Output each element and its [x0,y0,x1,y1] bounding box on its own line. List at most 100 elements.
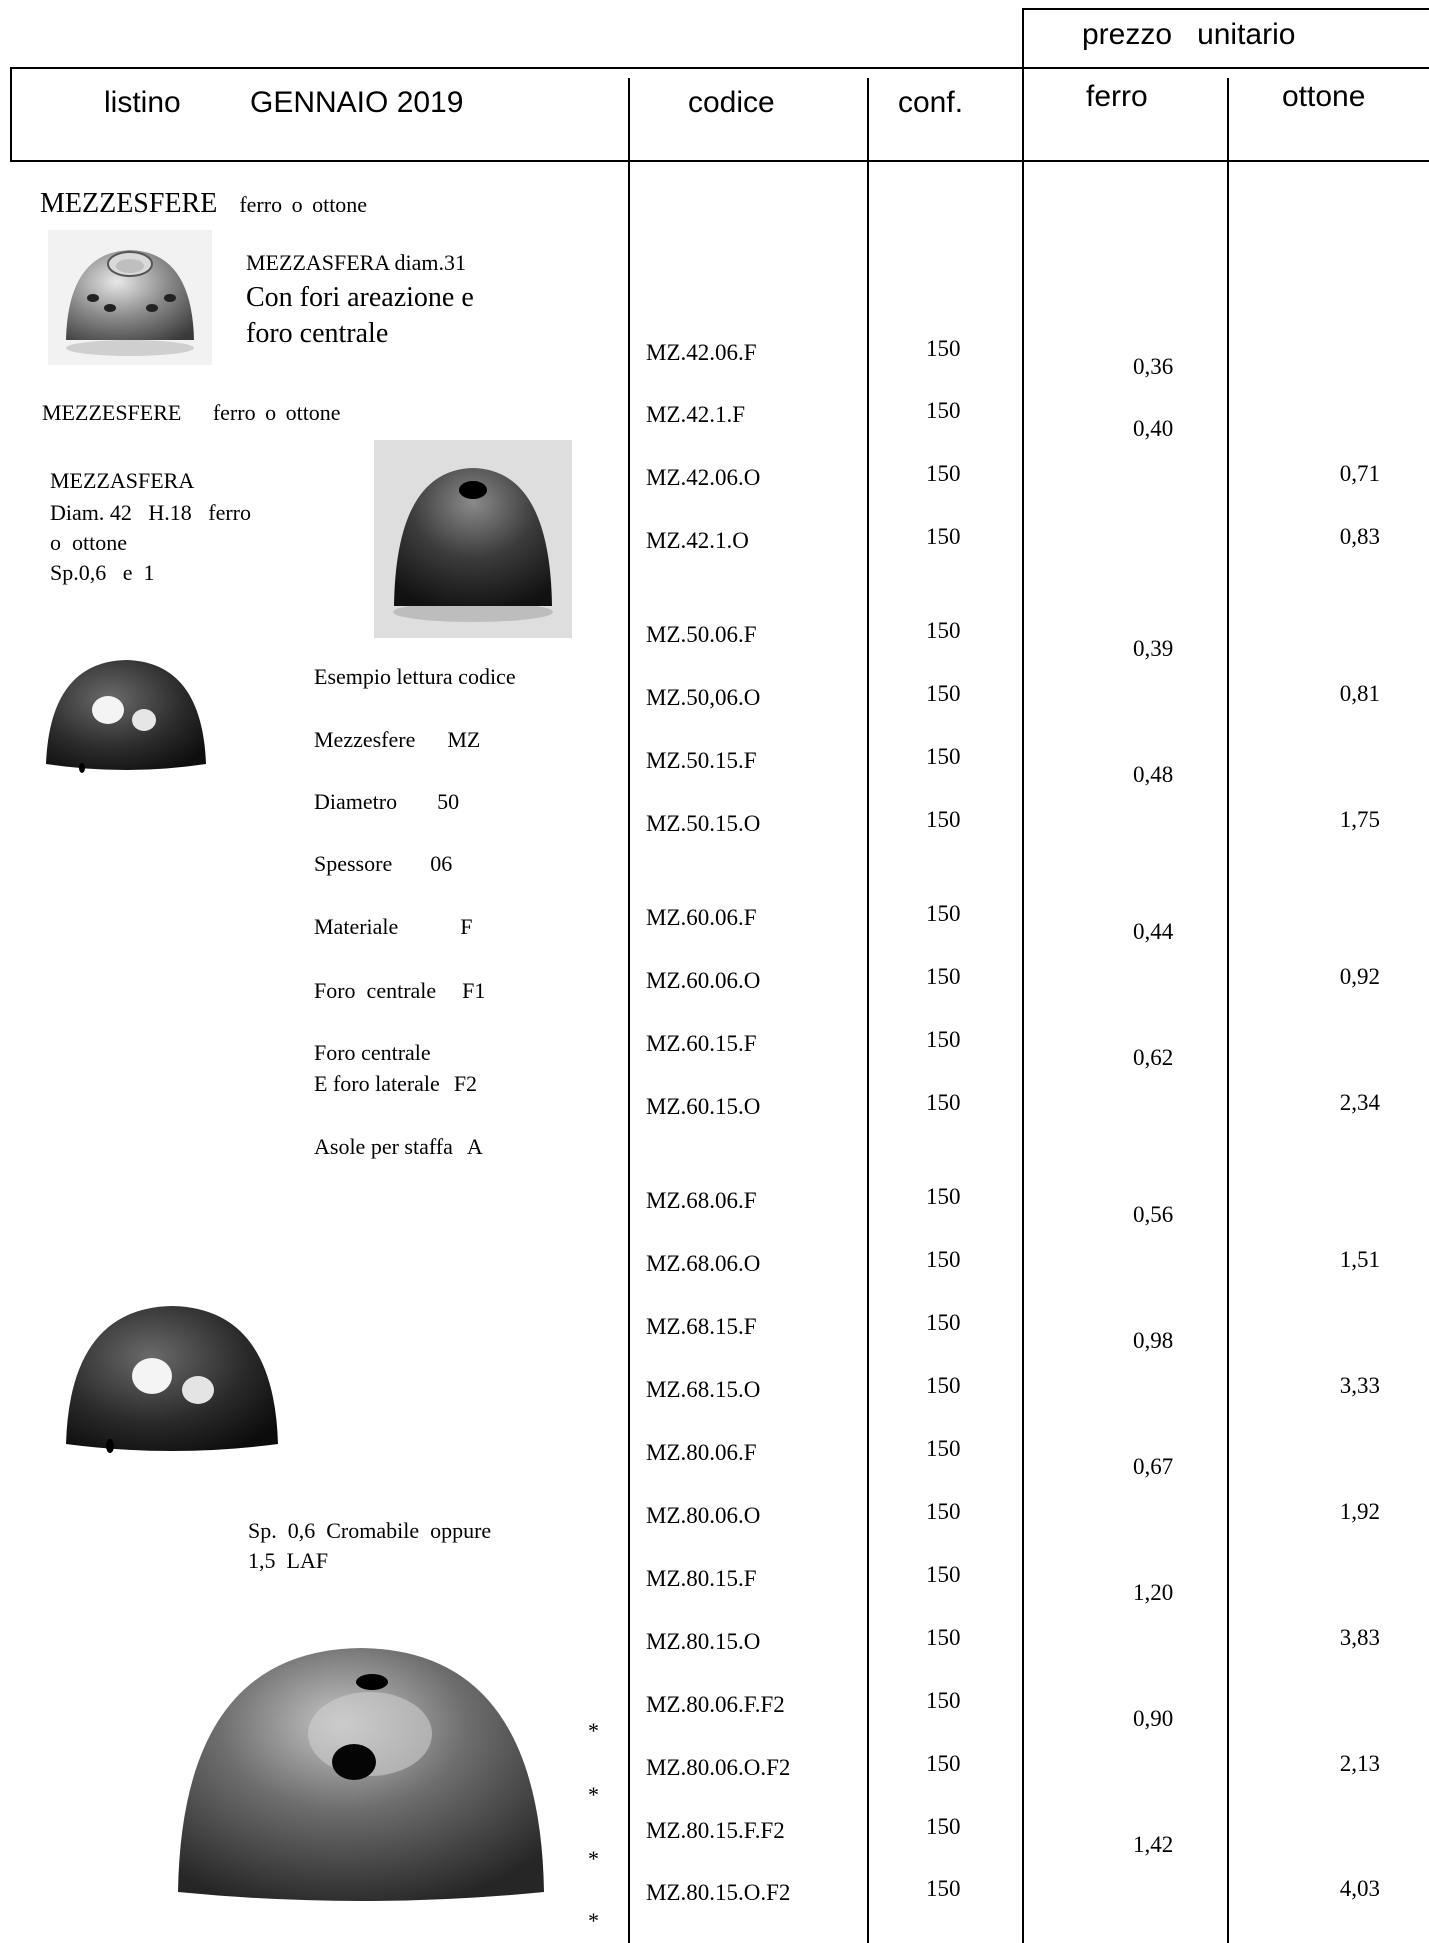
legend-item-label: Diametro [314,789,398,814]
price-word-prezzo: prezzo [1082,18,1173,51]
row-conf: 150 [926,1688,961,1713]
product1-line2: Con fori areazione e [246,282,474,313]
row-ottone-price: 1,92 [1339,1499,1380,1524]
legend-f2-label: E foro laterale [314,1071,440,1096]
listino-label: listino [104,86,181,119]
note-line1: Sp. 0,6 Cromabile oppure [248,1518,492,1543]
row-conf: 150 [926,744,961,769]
legend-item-value: 50 [437,789,460,814]
mezzasfera-diam31-photo [48,230,212,365]
row-ottone-price: 0,83 [1339,524,1380,549]
row-ottone-price: 4,03 [1339,1876,1380,1901]
legend-item-label: Materiale [314,914,399,939]
row-conf: 150 [926,398,961,423]
row-ferro-price: 0,98 [1133,1328,1174,1353]
row-conf: 150 [926,1751,961,1776]
row-conf: 150 [926,1184,961,1209]
row-conf: 150 [926,1090,961,1115]
product1-line3: foro centrale [246,318,389,349]
legend-f2-line1: Foro centrale [314,1040,431,1065]
legend-item-value: 06 [430,851,453,876]
header-bottom-line [10,160,1429,162]
row-code: MZ.80.15.F [646,1566,757,1591]
row-conf: 150 [926,1499,961,1524]
row-conf: 150 [926,901,961,926]
mezzasfera-large-photo [170,1642,552,1910]
row-code: MZ.80.06.F [646,1440,757,1465]
codice-left-line [628,78,630,1943]
product1-line1: MEZZASFERA diam.31 [246,250,467,275]
legend-item-label: Foro centrale [314,978,437,1003]
row-code: MZ.42.1.F [646,402,746,427]
price-group-left-line [1022,8,1024,1943]
section2-title-text: MEZZESFERE [42,400,182,425]
legend-f2-line2: E foro laterale F2 [314,1071,477,1097]
mezzasfera-medium-image [66,1306,278,1453]
asterisk-2: * [588,1782,599,1807]
price-word-unitario: unitario [1197,18,1296,51]
row-ferro-price: 0,36 [1133,354,1174,379]
conf-header: conf. [898,86,964,119]
row-code: MZ.68.06.F [646,1188,757,1213]
legend-item-mezzesfere: Mezzesfere MZ [314,727,480,753]
legend-item-label: Mezzesfere [314,727,416,752]
row-code: MZ.42.06.O [646,465,761,490]
row-ottone-price: 2,13 [1339,1751,1380,1776]
section-title: MEZZESFERE ferro o ottone [40,188,367,220]
legend-title: Esempio lettura codice [314,664,516,689]
row-ferro-price: 0,48 [1133,762,1174,787]
row-ferro-price: 0,62 [1133,1045,1174,1070]
row-ferro-price: 0,67 [1133,1454,1174,1479]
legend-item-value: F [460,914,473,939]
top-price-line [1022,8,1429,10]
legend-item-foro-centrale: Foro centrale F1 [314,978,485,1004]
product2-line2: Diam. 42 H.18 ferro [50,500,252,525]
row-conf: 150 [926,1814,961,1839]
period-label: GENNAIO 2019 [250,86,464,119]
mezzasfera-medium-photo [60,1298,284,1466]
table-left-line [10,67,12,162]
row-code: MZ.80.06.F.F2 [646,1692,785,1717]
row-code: MZ.68.15.F [646,1314,757,1339]
row-code: MZ.50.06.F [646,622,757,647]
row-ferro-price: 0,56 [1133,1202,1174,1227]
row-ottone-price: 3,33 [1339,1373,1380,1398]
row-code: MZ.68.06.O [646,1251,761,1276]
mezzasfera-diam42-image [393,468,553,622]
legend-asole-value: A [466,1134,483,1159]
conf-left-line [867,78,869,1943]
legend-f2-value: F2 [453,1071,478,1096]
row-code: MZ.60.15.O [646,1094,761,1119]
row-conf: 150 [926,681,961,706]
row-code: MZ.80.06.O.F2 [646,1755,791,1780]
row-code: MZ.50.15.F [646,748,757,773]
legend-asole: Asole per staffa A [314,1134,483,1160]
row-ferro-price: 0,44 [1133,919,1174,944]
row-conf: 150 [926,1373,961,1398]
row-code: MZ.60.06.O [646,968,761,993]
product2-line3: o ottone [50,530,127,555]
price-group-label: prezzo unitario [1082,18,1295,52]
row-ferro-price: 0,90 [1133,1706,1174,1731]
row-conf: 150 [926,807,961,832]
legend-item-value: F1 [462,978,486,1003]
row-conf: 150 [926,524,961,549]
row-ottone-price: 0,81 [1339,681,1380,706]
row-conf: 150 [926,618,961,643]
row-ferro-price: 0,40 [1133,416,1174,441]
row-code: MZ.80.15.O [646,1629,761,1654]
row-ottone-price: 1,75 [1339,807,1380,832]
row-code: MZ.42.1.O [646,528,749,553]
section2-subtitle: ferro o ottone [212,400,341,425]
row-conf: 150 [926,1310,961,1335]
mezzasfera-diam42-photo [374,440,572,638]
row-ottone-price: 3,83 [1339,1625,1380,1650]
ottone-header: ottone [1282,80,1366,113]
row-code: MZ.42.06.F [646,340,757,365]
product2-line4: Sp.0,6 e 1 [50,560,155,585]
codice-header: codice [688,86,775,119]
row-conf: 150 [926,1562,961,1587]
asterisk-3: * [588,1846,599,1871]
row-conf: 150 [926,1625,961,1650]
row-ottone-price: 1,51 [1339,1247,1380,1272]
